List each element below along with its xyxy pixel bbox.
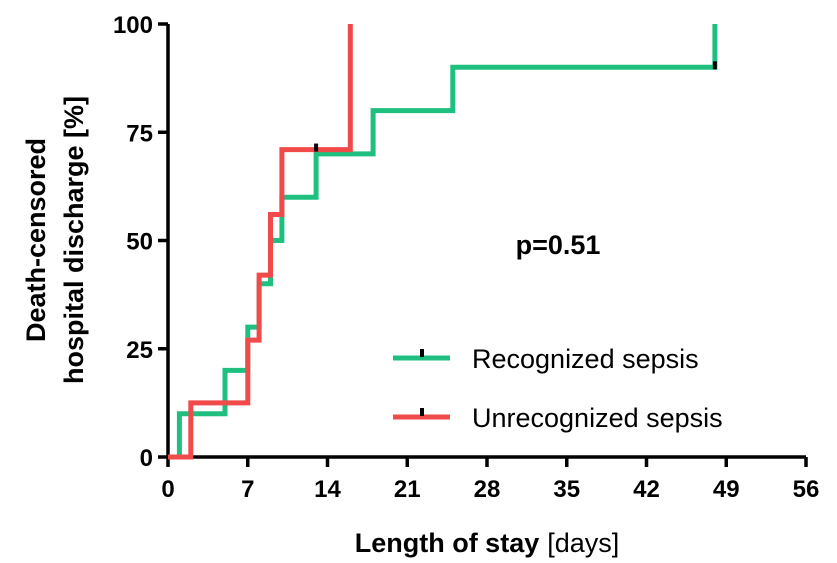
x-tick-label: 0 — [161, 476, 174, 503]
x-tick-label: 7 — [241, 476, 254, 503]
y-tick-label: 100 — [113, 12, 153, 39]
censor-mark — [314, 143, 319, 152]
x-tick-label: 49 — [713, 476, 740, 503]
legend: Recognized sepsis Unrecognized sepsis — [393, 344, 723, 433]
y-axis-label: Death-censored hospital discharge [%] — [21, 96, 89, 384]
legend-label: Recognized sepsis — [472, 344, 699, 374]
x-tick-label: 56 — [793, 476, 820, 503]
annotation-p-value: p=0.51 — [516, 230, 601, 260]
x-tick-label: 21 — [394, 476, 421, 503]
y-tick-label: 75 — [126, 120, 153, 147]
series-lines — [168, 24, 718, 460]
y-tick-label: 50 — [126, 229, 153, 256]
censor-mark — [712, 61, 717, 70]
x-tick-label: 14 — [314, 476, 341, 503]
series-line-unrecognized — [168, 24, 353, 460]
legend-label: Unrecognized sepsis — [472, 403, 723, 433]
x-axis-label-bold: Length of stay — [355, 528, 540, 558]
x-tick-label: 35 — [553, 476, 580, 503]
legend-censor-mark — [420, 349, 424, 357]
y-tick-label: 25 — [126, 337, 153, 364]
y-axis-label-line2: hospital discharge [%] — [59, 96, 89, 384]
y-axis-label-line1: Death-censored — [21, 138, 51, 342]
y-tick-label: 0 — [140, 445, 153, 472]
ticks: 0 7 14 21 28 35 42 49 56 0 25 50 75 100 — [113, 12, 819, 503]
axes — [166, 24, 806, 459]
legend-censor-mark — [420, 408, 424, 416]
x-tick-label: 42 — [633, 476, 660, 503]
x-axis-label-unit: [days] — [547, 528, 619, 558]
x-axis-label: Length of stay [days] — [355, 528, 620, 558]
x-tick-label: 28 — [474, 476, 501, 503]
